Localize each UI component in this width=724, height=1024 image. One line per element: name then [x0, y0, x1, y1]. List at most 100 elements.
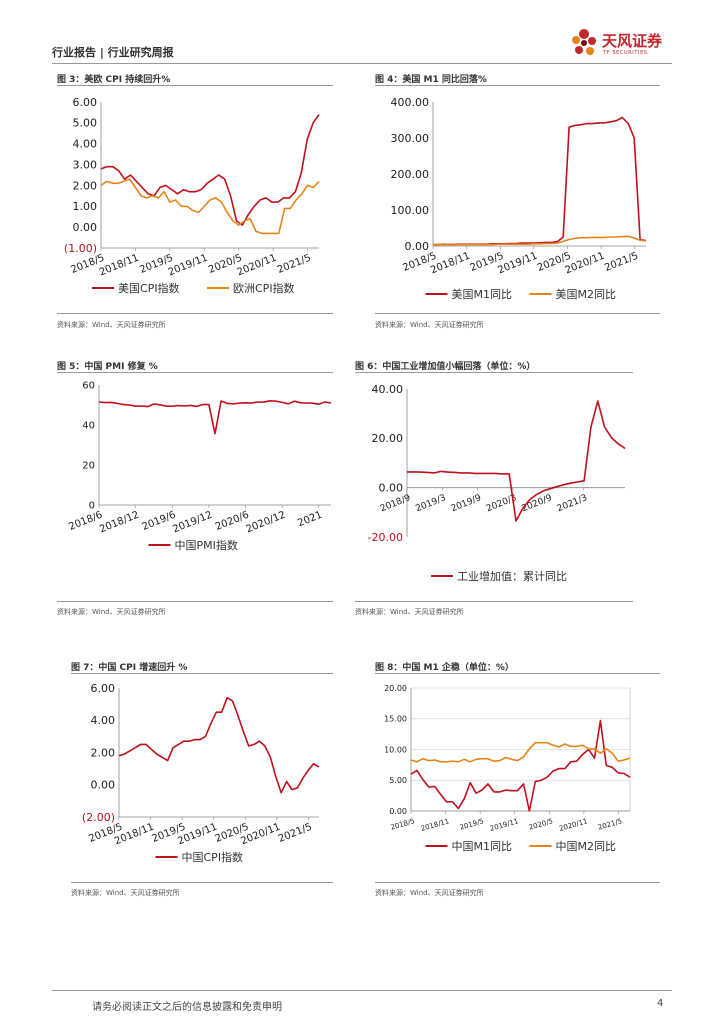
- fig4-ytick-label: 100.00: [391, 204, 430, 217]
- fig3-ytick-label: 1.00: [73, 200, 98, 213]
- fig8-xtick-label: 2019/11: [489, 817, 519, 833]
- fig3-series-line-0: [100, 114, 320, 226]
- fig5-xtick-label: 2019/6: [141, 510, 178, 533]
- fig5-legend-label: 中国PMI指数: [175, 538, 238, 552]
- fig8-xtick-label: 2018/5: [390, 817, 416, 831]
- tf-securities-logo: [572, 29, 596, 55]
- figure-3-top-rule: [57, 85, 333, 86]
- fig4-svg: 0.00100.00200.00300.00400.002018/52018/1…: [391, 96, 647, 301]
- figure-8-title: 图 8：中国 M1 企稳（单位：%）: [375, 663, 514, 673]
- fig3-legend-label: 美国CPI指数: [118, 281, 180, 295]
- fig7-ytick-label: 2.00: [91, 746, 116, 759]
- fig7-legend-label: 中国CPI指数: [182, 850, 244, 864]
- fig3-xtick-label: 2021/5: [276, 253, 313, 276]
- fig4-ytick-label: 400.00: [391, 96, 430, 109]
- fig7-series-line-0: [118, 696, 320, 794]
- fig3-ytick-label: 0.00: [73, 221, 98, 234]
- fig4-xtick-label: 2021/5: [603, 251, 640, 274]
- fig6-ytick-label: -20.00: [368, 531, 403, 544]
- fig6-series-line-0: [407, 400, 626, 522]
- figure-8-top-rule: [375, 673, 660, 674]
- fig5-xtick-label: 2018/12: [98, 510, 141, 536]
- logo-text-cn: 天风证券: [602, 32, 663, 50]
- fig6-xtick-label: 2021/3: [556, 493, 589, 514]
- fig5-ytick-label: 60: [82, 381, 95, 392]
- figure-7-source: 资料来源：Wind、天风证券研究所: [71, 889, 180, 897]
- figure-6-title: 图 6：中国工业增加值小幅回落（单位：%）: [355, 362, 536, 372]
- chart-us-m1-m2: 0.00 100.00 200.00 300.00 400.00 2018/5 2018/1…: [375, 88, 660, 310]
- fig8-svg: 0.00 5.00 10.00 15.00 20.00 2018/5 2018/11 2019…: [384, 684, 631, 853]
- figure-8-source: 资料来源：Wind、天风证券研究所: [375, 889, 484, 897]
- chart-china-m1-m2: 0.00 5.00 10.00 15.00 20.00 2018/5 2018/11 2019…: [375, 676, 660, 879]
- fig3-ytick-label: 6.00: [73, 96, 98, 109]
- fig3-ytick-label: 2.00: [73, 179, 98, 192]
- figure-6-top-rule: [355, 372, 633, 373]
- figure-6-bottom-rule: [355, 601, 633, 602]
- fig4-series-line-1: [433, 235, 647, 246]
- figure-4-title: 图 4：美国 M1 同比回落%: [375, 75, 487, 85]
- fig4-legend-label: 美国M1同比: [452, 288, 513, 301]
- chart-us-eu-cpi: (1.00) 0.00 1.00 2.00 3.00 4.00 5.00 6.00 2018/5…: [57, 88, 333, 310]
- fig7-xtick-label: 2021/5: [277, 822, 314, 845]
- fig3-ytick-label: (1.00): [64, 242, 97, 255]
- figure-3-title: 图 3：美欧 CPI 持续回升%: [57, 75, 171, 85]
- fig7-ytick-label: 4.00: [91, 714, 116, 727]
- fig3-xtick-label: 2019/11: [167, 253, 210, 279]
- figure-4-bottom-rule: [375, 313, 660, 314]
- disclaimer-text: 请务必阅读正文之后的信息披露和免责申明: [92, 1002, 282, 1013]
- fig8-ytick-label: 0.00: [389, 807, 407, 816]
- fig6-ytick-label: 40.00: [372, 383, 404, 396]
- chart-china-cpi: (2.00) 0.00 2.00 4.00 6.00 2018/5 2018/11 2019/…: [71, 676, 333, 879]
- fig8-series-line-1: [410, 741, 631, 763]
- figure-8-bottom-rule: [375, 882, 660, 883]
- page-number: 4: [657, 998, 664, 1009]
- fig6-xtick-label: 2019/9: [450, 493, 483, 514]
- fig8-ytick-label: 10.00: [384, 745, 407, 754]
- report-breadcrumb: 行业报告 | 行业研究周报: [52, 46, 174, 59]
- fig5-xtick-label: 2020/12: [245, 510, 288, 536]
- fig8-ytick-label: 15.00: [384, 715, 407, 724]
- figure-7-title: 图 7：中国 CPI 增速回升 %: [71, 663, 188, 673]
- fig4-series-line-0: [433, 116, 647, 246]
- header-divider: [52, 63, 672, 64]
- fig7-ytick-label: 6.00: [91, 682, 116, 695]
- fig5-series-line-0: [98, 399, 332, 435]
- figure-5-bottom-rule: [57, 601, 333, 602]
- fig5-xtick-label: 2021: [296, 510, 324, 530]
- footer-divider: [52, 990, 672, 991]
- logo-flower-icon: [572, 29, 596, 55]
- fig6-ytick-label: 20.00: [372, 432, 404, 445]
- fig4-legend-label: 美国M2同比: [556, 288, 617, 301]
- fig8-series-line-0: [410, 719, 631, 812]
- figure-4-top-rule: [375, 85, 660, 86]
- figure-5-top-rule: [57, 372, 333, 373]
- fig3-svg: (1.00)0.001.002.003.004.005.006.002018/5…: [64, 96, 320, 295]
- fig8-xtick-label: 2018/11: [420, 817, 450, 833]
- fig8-xtick-label: 2020/5: [528, 817, 554, 831]
- fig7-ytick-label: (2.00): [82, 811, 115, 824]
- fig8-legend-label: 中国M2同比: [556, 840, 617, 853]
- fig6-xtick-label: 2020/9: [520, 493, 553, 514]
- figure-5-source: 资料来源：Wind、天风证券研究所: [57, 608, 166, 616]
- fig6-xtick-label: 2019/3: [414, 493, 447, 514]
- fig3-xtick-label: 2018/11: [98, 253, 141, 279]
- figure-4-source: 资料来源：Wind、天风证券研究所: [375, 321, 484, 329]
- fig8-xtick-label: 2021/5: [597, 817, 623, 831]
- fig3-ytick-label: 5.00: [73, 117, 98, 130]
- fig8-xtick-label: 2020/11: [558, 817, 588, 833]
- figure-7-bottom-rule: [71, 882, 333, 883]
- logo-text-en: TF SECURITIES: [603, 50, 648, 56]
- chart-china-industrial-value-added: -20.00 0.00 20.00 40.00 2018/9 2019/3 2019/9 20…: [355, 375, 633, 597]
- fig8-legend-label: 中国M1同比: [452, 840, 513, 853]
- fig4-ytick-label: 0.00: [405, 240, 430, 253]
- fig3-legend-label: 欧洲CPI指数: [233, 281, 295, 295]
- fig3-ytick-label: 3.00: [73, 158, 98, 171]
- fig7-svg: (2.00)0.002.004.006.002018/52018/112019/…: [82, 682, 320, 864]
- fig3-series-line-1: [100, 178, 320, 235]
- figure-5-title: 图 5：中国 PMI 修复 %: [57, 362, 158, 372]
- figure-6-source: 资料来源：Wind、天风证券研究所: [355, 608, 464, 616]
- figure-7-top-rule: [71, 673, 333, 674]
- fig3-ytick-label: 4.00: [73, 138, 98, 151]
- fig5-xtick-label: 2019/12: [171, 510, 214, 536]
